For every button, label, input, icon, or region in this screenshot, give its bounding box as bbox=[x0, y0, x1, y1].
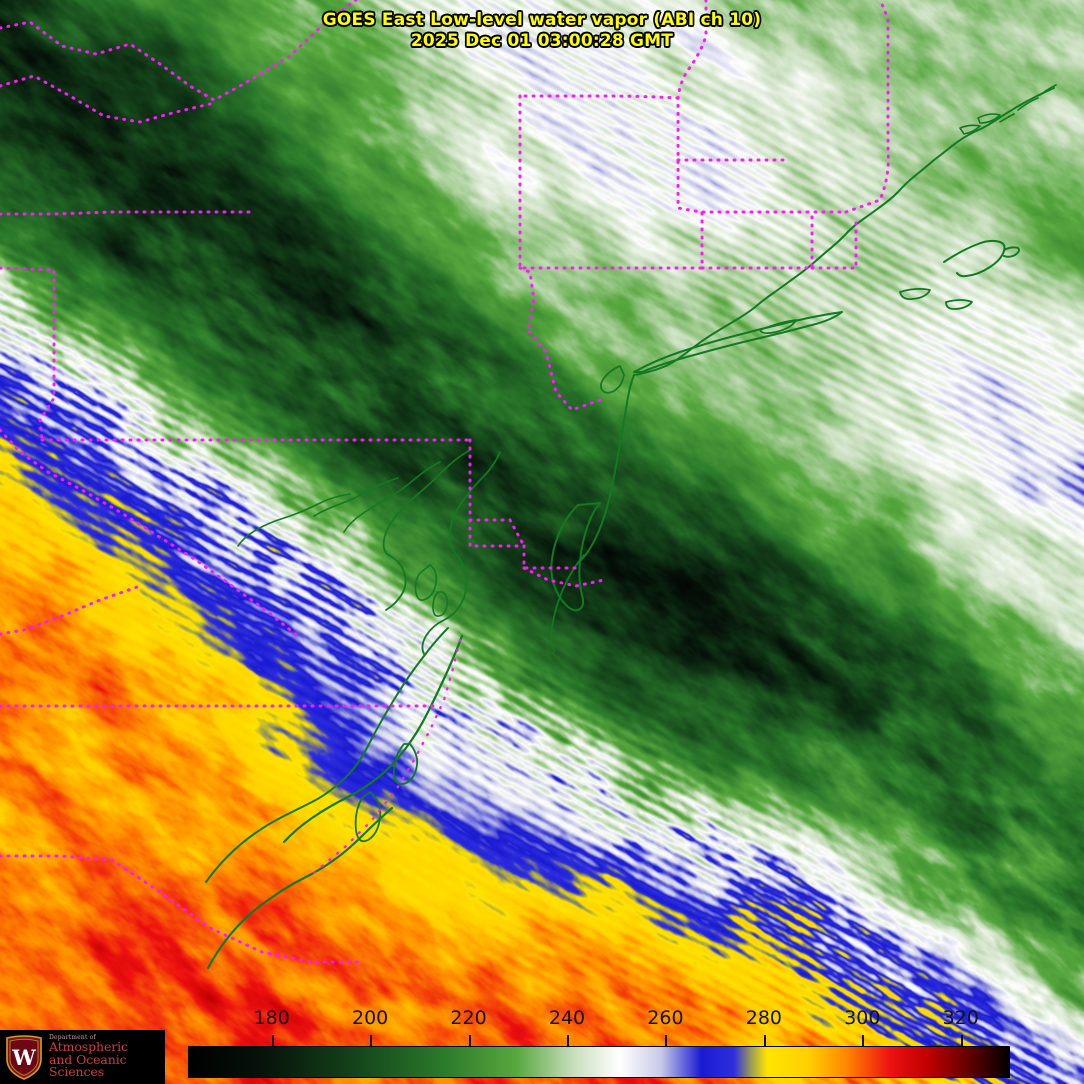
colorbar-tick-label: 180 bbox=[253, 1007, 290, 1029]
colorbar-tick bbox=[271, 1035, 274, 1046]
colorbar-tick bbox=[567, 1035, 569, 1046]
uw-aos-logo: W Department of Atmospheric and Oceanic … bbox=[0, 1030, 165, 1084]
colorbar-tick-label: 280 bbox=[745, 1007, 783, 1029]
colorbar-tick bbox=[370, 1035, 373, 1046]
uw-crest-icon: W bbox=[4, 1034, 44, 1080]
colorbar-tick bbox=[763, 1035, 766, 1046]
colorbar-tick-label: 260 bbox=[647, 1007, 684, 1029]
colorbar-tick-label: 300 bbox=[844, 1007, 881, 1029]
logo-text-block: Department of Atmospheric and Oceanic Sc… bbox=[49, 1033, 165, 1080]
colorbar-tick bbox=[862, 1035, 865, 1046]
colorbar-tick-label: 240 bbox=[548, 1007, 586, 1029]
colorbar-gradient bbox=[188, 1046, 1010, 1078]
logo-line-oceanic: and Oceanic Sciences bbox=[49, 1051, 127, 1080]
logo-department-label: Department of bbox=[49, 1033, 96, 1041]
colorbar-tick-label: 220 bbox=[450, 1007, 487, 1029]
svg-text:W: W bbox=[11, 1045, 36, 1070]
colorbar-tick-label: 200 bbox=[351, 1007, 389, 1029]
colorbar-tick bbox=[665, 1035, 668, 1046]
colorbar-tick bbox=[960, 1035, 963, 1046]
logo-line-atmospheric: Atmospheric bbox=[49, 1038, 128, 1054]
colorbar-tick bbox=[468, 1035, 471, 1046]
colorbar-tick-label: 320 bbox=[942, 1007, 979, 1029]
colorbar bbox=[188, 1035, 1010, 1078]
